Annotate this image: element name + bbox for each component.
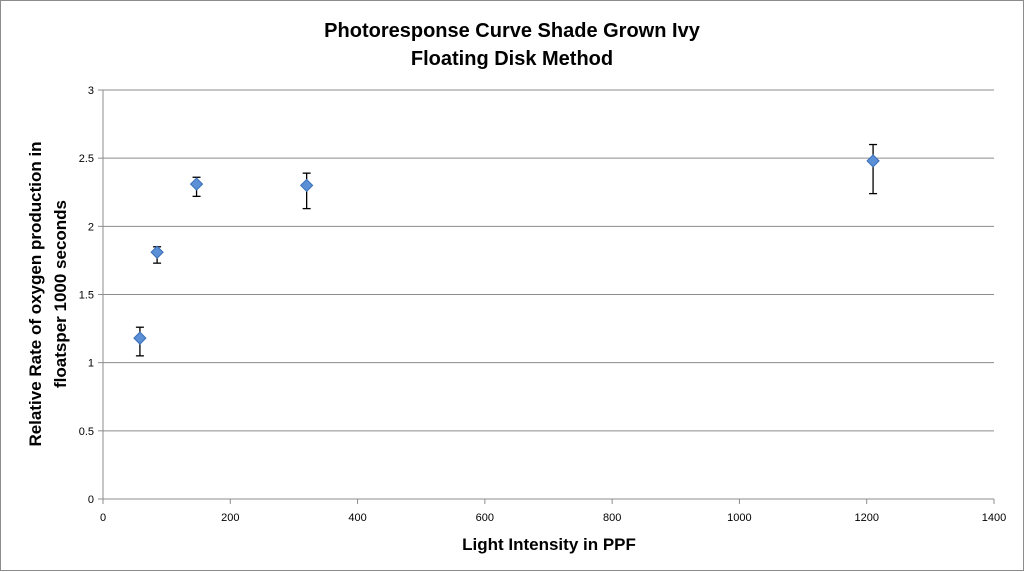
y-tick-label: 2.5 xyxy=(79,153,94,165)
y-tick-label: 2 xyxy=(88,221,94,233)
y-axis-label-line-1: Relative Rate of oxygen production in xyxy=(26,141,45,446)
chart-title-line-2: Floating Disk Method xyxy=(411,48,613,70)
x-tick-label: 1200 xyxy=(854,512,878,524)
y-tick-label: 3 xyxy=(88,85,94,97)
chart-title-line-1: Photoresponse Curve Shade Grown Ivy xyxy=(324,20,701,42)
y-tick-label: 1.5 xyxy=(79,290,94,302)
data-point-diamond xyxy=(189,177,204,191)
x-tick-label: 0 xyxy=(100,512,106,524)
data-point-diamond xyxy=(866,154,880,168)
x-tick-label: 400 xyxy=(348,512,366,524)
error-bar xyxy=(869,143,878,195)
data-point-diamond xyxy=(150,245,164,259)
y-tick-label: 1 xyxy=(88,358,94,370)
x-axis-label: Light Intensity in PPF xyxy=(462,535,636,554)
x-tick-label: 800 xyxy=(603,512,621,524)
data-points xyxy=(133,154,880,345)
x-tick-label: 600 xyxy=(476,512,494,524)
y-tick-label: 0.5 xyxy=(79,426,94,438)
y-axis-label-line-2: floatsper 1000 seconds xyxy=(51,200,70,388)
data-point-diamond xyxy=(299,178,314,193)
axes xyxy=(98,89,995,504)
y-tick-label: 0 xyxy=(88,494,94,506)
x-tick-label: 1000 xyxy=(727,512,751,524)
data-point-diamond xyxy=(133,331,147,345)
tick-labels: 0 0.5 1 1.5 2 2.5 3 0 200 400 600 800 1000 1200 1400 xyxy=(79,85,1007,524)
x-tick-label: 200 xyxy=(221,512,239,524)
x-tick-label: 1400 xyxy=(982,512,1006,524)
error-bars xyxy=(135,143,878,357)
gridlines xyxy=(103,89,994,432)
